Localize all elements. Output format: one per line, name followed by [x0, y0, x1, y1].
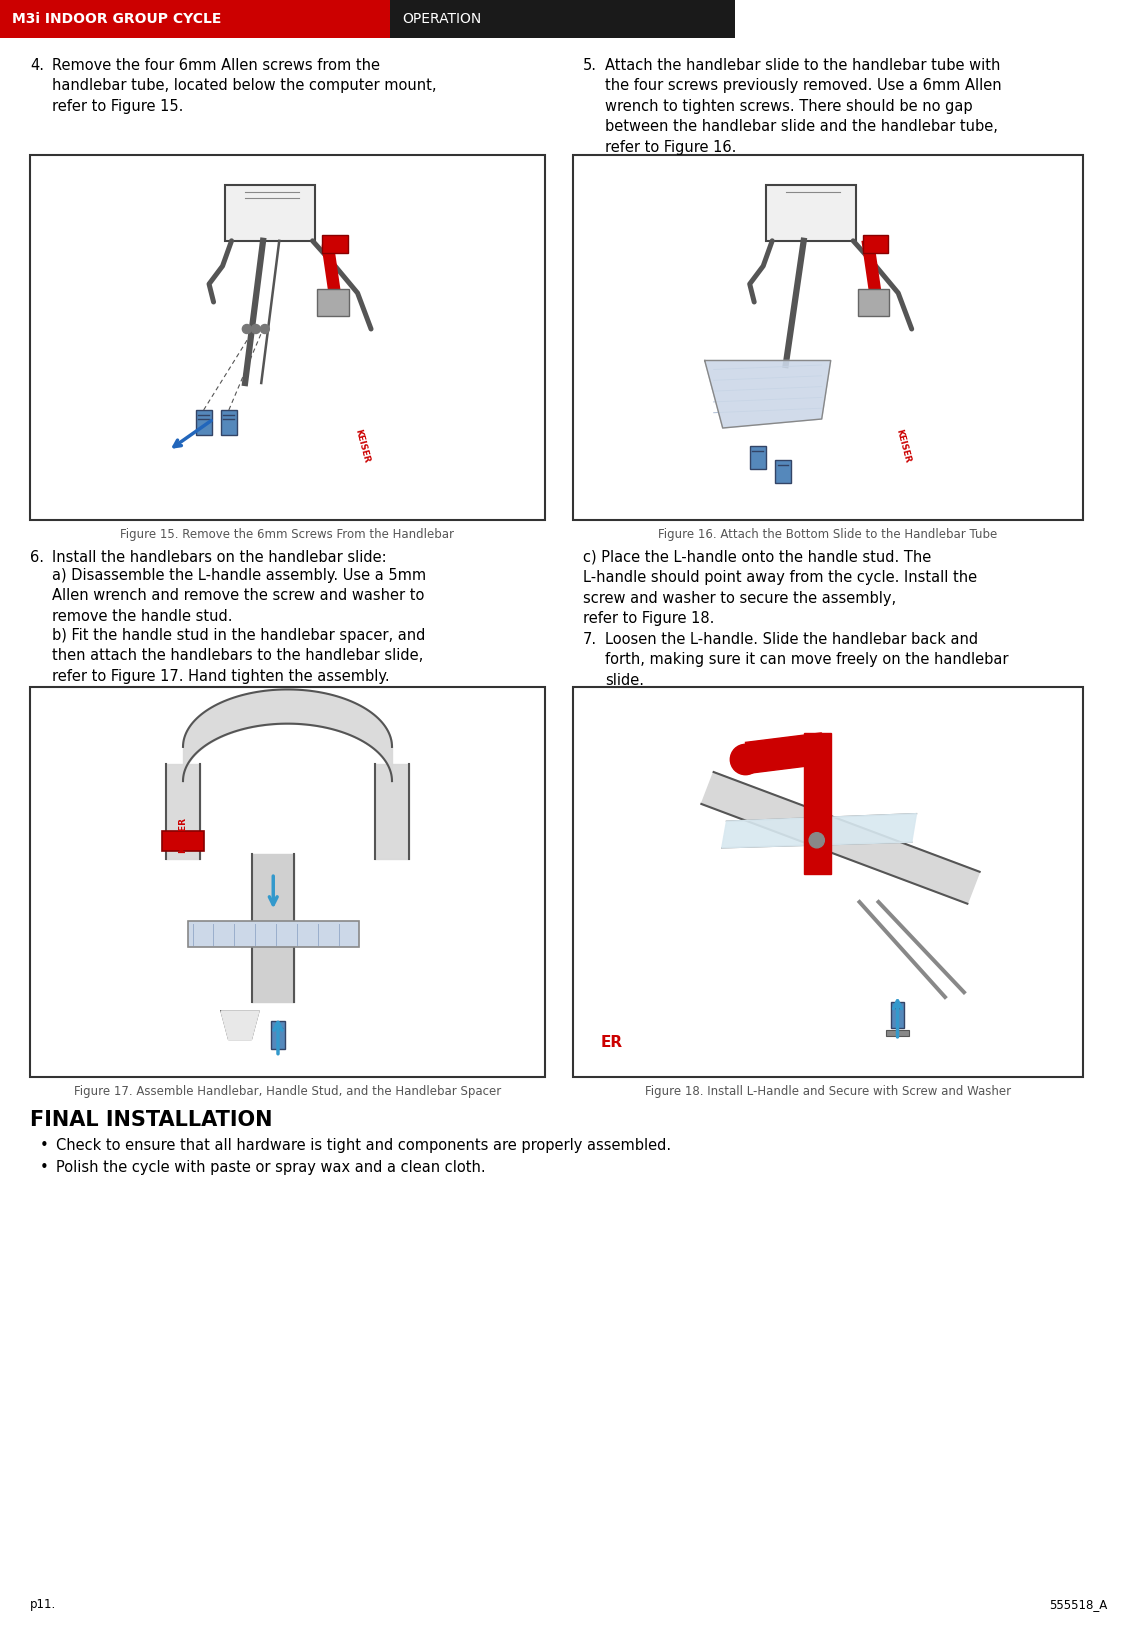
Polygon shape: [722, 814, 916, 848]
Circle shape: [243, 325, 251, 333]
Bar: [863, 236, 889, 254]
Text: Install the handlebars on the handlebar slide:: Install the handlebars on the handlebar …: [52, 549, 387, 565]
Bar: [317, 289, 348, 317]
Bar: [573, 154, 1083, 520]
Circle shape: [260, 325, 269, 333]
Text: M3i INDOOR GROUP CYCLE: M3i INDOOR GROUP CYCLE: [12, 11, 221, 26]
Bar: [225, 185, 316, 240]
Polygon shape: [221, 1011, 259, 1040]
Text: Remove the four 6mm Allen screws from the
handlebar tube, located below the comp: Remove the four 6mm Allen screws from th…: [52, 58, 437, 114]
Text: KEISER: KEISER: [353, 427, 371, 463]
Text: b) Fit the handle stud in the handlebar spacer, and
then attach the handlebars t: b) Fit the handle stud in the handlebar …: [52, 627, 426, 684]
Bar: [30, 154, 545, 520]
Circle shape: [730, 744, 760, 775]
Text: a) Disassemble the L-handle assembly. Use a 5mm
Allen wrench and remove the scre: a) Disassemble the L-handle assembly. Us…: [52, 569, 426, 624]
Text: OPERATION: OPERATION: [402, 11, 481, 26]
Circle shape: [251, 325, 260, 333]
Text: Attach the handlebar slide to the handlebar tube with
the four screws previously: Attach the handlebar slide to the handle…: [605, 58, 1001, 154]
Text: KEISER: KEISER: [894, 427, 911, 463]
Bar: [886, 1030, 909, 1037]
Bar: [322, 236, 347, 254]
Bar: [30, 687, 545, 1077]
Bar: [750, 445, 766, 470]
Text: KEISER: KEISER: [178, 817, 187, 853]
Bar: [891, 1001, 905, 1029]
Text: Check to ensure that all hardware is tight and components are properly assembled: Check to ensure that all hardware is tig…: [56, 1138, 671, 1154]
Text: ER: ER: [602, 1035, 623, 1050]
Bar: [162, 830, 204, 852]
Bar: [195, 410, 212, 436]
Text: Figure 17. Assemble Handlebar, Handle Stud, and the Handlebar Spacer: Figure 17. Assemble Handlebar, Handle St…: [74, 1086, 502, 1098]
Text: 5.: 5.: [583, 58, 597, 73]
Bar: [0, 0, 390, 37]
Bar: [775, 460, 791, 483]
Text: p11.: p11.: [30, 1597, 57, 1610]
Bar: [220, 410, 237, 436]
Text: 6.: 6.: [30, 549, 44, 565]
Polygon shape: [705, 361, 831, 427]
Text: Loosen the L-handle. Slide the handlebar back and
forth, making sure it can move: Loosen the L-handle. Slide the handlebar…: [605, 632, 1009, 687]
Text: FINAL INSTALLATION: FINAL INSTALLATION: [30, 1110, 272, 1129]
Text: 555518_A: 555518_A: [1049, 1597, 1107, 1610]
Text: c) Place the L-handle onto the handle stud. The
L-handle should point away from : c) Place the L-handle onto the handle st…: [583, 549, 977, 626]
Bar: [573, 687, 1083, 1077]
Polygon shape: [746, 733, 822, 774]
Bar: [187, 921, 359, 947]
Text: Figure 15. Remove the 6mm Screws From the Handlebar: Figure 15. Remove the 6mm Screws From th…: [120, 528, 454, 541]
Polygon shape: [805, 733, 831, 874]
Bar: [271, 1020, 285, 1050]
Text: Figure 18. Install L-Handle and Secure with Screw and Washer: Figure 18. Install L-Handle and Secure w…: [645, 1086, 1011, 1098]
Text: •: •: [40, 1160, 49, 1175]
Text: •: •: [40, 1138, 49, 1154]
Bar: [766, 185, 856, 240]
Text: Polish the cycle with paste or spray wax and a clean cloth.: Polish the cycle with paste or spray wax…: [56, 1160, 486, 1175]
Text: 4.: 4.: [30, 58, 44, 73]
Bar: [390, 0, 735, 37]
Text: Figure 16. Attach the Bottom Slide to the Handlebar Tube: Figure 16. Attach the Bottom Slide to th…: [658, 528, 998, 541]
Polygon shape: [701, 772, 980, 904]
Text: 7.: 7.: [583, 632, 597, 647]
Bar: [858, 289, 889, 317]
Circle shape: [809, 832, 824, 848]
